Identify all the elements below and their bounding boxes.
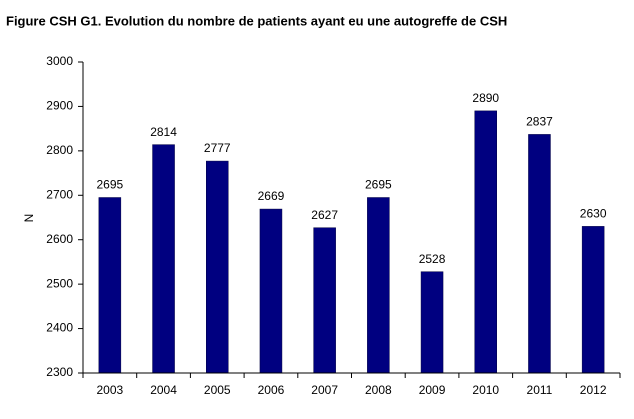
data-label: 2528	[419, 252, 446, 266]
bar	[98, 197, 122, 374]
bar	[206, 160, 229, 374]
bar	[528, 134, 551, 374]
data-label: 2630	[580, 207, 607, 221]
y-tick-label: 2400	[46, 321, 73, 335]
y-tick-label: 3000	[46, 54, 73, 68]
y-tick-label: 2500	[46, 276, 73, 290]
bar	[152, 144, 175, 374]
x-tick-label: 2003	[96, 383, 123, 397]
x-tick-label: 2012	[580, 383, 607, 397]
y-tick-label: 2300	[46, 365, 73, 379]
bar	[259, 208, 283, 374]
data-label: 2627	[311, 208, 338, 222]
data-label: 2890	[472, 91, 499, 105]
y-tick-label: 2700	[46, 187, 73, 201]
bar	[313, 227, 336, 374]
bar	[367, 197, 390, 374]
x-tick-label: 2005	[204, 383, 231, 397]
data-label: 2669	[258, 189, 285, 203]
bar	[420, 271, 444, 374]
bar	[474, 110, 497, 374]
chart-title: Figure CSH G1. Evolution du nombre de pa…	[6, 13, 507, 28]
x-tick-label: 2008	[365, 383, 392, 397]
data-label: 2695	[96, 178, 123, 192]
x-tick-label: 2007	[311, 383, 338, 397]
y-tick-label: 2900	[46, 99, 73, 113]
x-tick-label: 2011	[527, 383, 553, 397]
x-tick-label: 2009	[419, 383, 446, 397]
bar	[581, 226, 605, 374]
data-label: 2837	[526, 115, 553, 129]
data-label: 2814	[150, 125, 177, 139]
x-tick-label: 2010	[472, 383, 499, 397]
x-tick-label: 2004	[150, 383, 177, 397]
y-tick-label: 2800	[46, 143, 73, 157]
data-label: 2695	[365, 178, 392, 192]
data-label: 2777	[204, 141, 231, 155]
x-tick-label: 2006	[258, 383, 285, 397]
y-axis-label: N	[22, 214, 36, 223]
y-tick-label: 2600	[46, 232, 73, 246]
